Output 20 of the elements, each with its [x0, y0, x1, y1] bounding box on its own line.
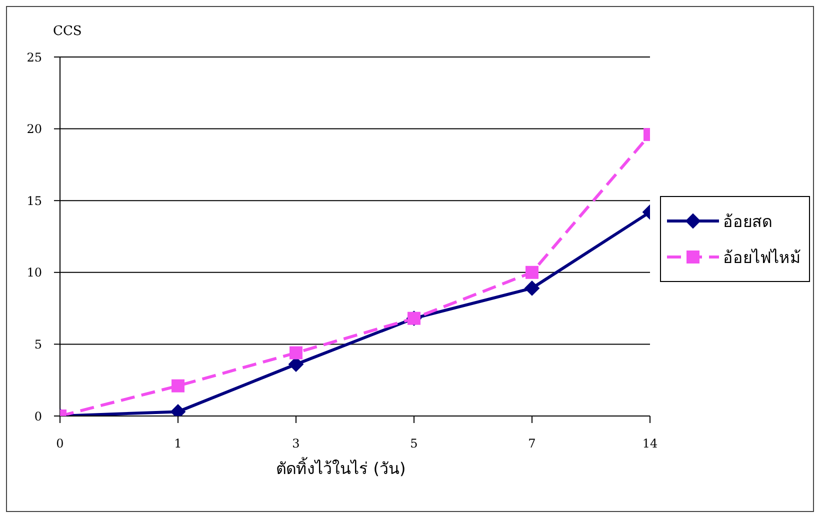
y-tick-label: 15 [26, 194, 42, 208]
x-axis-title: ตัดทิ้งไว้ในไร่ (วัน) [276, 457, 406, 478]
x-tick-label: 3 [292, 436, 300, 451]
y-tick-label: 5 [34, 337, 42, 352]
legend-label: อ้อยไฟไหม้ [723, 246, 801, 268]
legend-label: อ้อยสด [723, 210, 772, 232]
point [290, 346, 302, 360]
y-tick-label: 0 [34, 409, 42, 424]
point [172, 379, 184, 392]
x-tick-label: 7 [528, 436, 536, 451]
y-tick-label: 25 [26, 50, 42, 64]
x-tick-label: 0 [56, 436, 64, 451]
x-tick-label: 1 [174, 436, 182, 451]
y-tick-label: 10 [26, 266, 42, 280]
y-tick-label: 20 [26, 122, 42, 136]
x-tick-label: 5 [410, 436, 418, 451]
point [524, 280, 540, 296]
x-tick-label: 14 [642, 436, 658, 451]
y-axis-title: CCS [53, 24, 82, 39]
point [526, 266, 538, 279]
